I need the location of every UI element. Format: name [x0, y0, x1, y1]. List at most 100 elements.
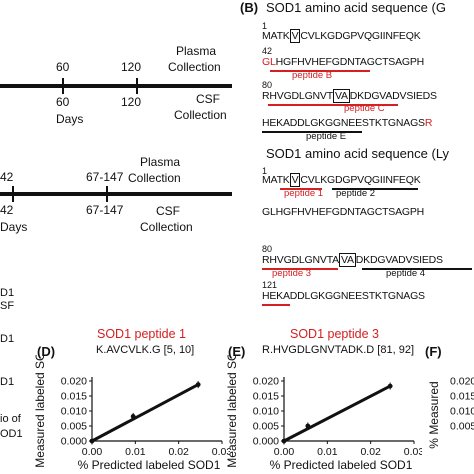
seq-text: CVLKGDGPVQGIINFEQK	[300, 30, 421, 42]
left-edge-item: SF	[0, 300, 15, 312]
timeline-1-days: Days	[56, 112, 84, 126]
timeline-1-tick-60	[62, 78, 64, 94]
mutation-box: VA	[338, 253, 356, 267]
timeline-1-csf: CSF	[196, 92, 220, 106]
panel-e-title: SOD1 peptide 3	[290, 327, 379, 341]
y-tick-label: 0.015	[253, 391, 279, 403]
seq-number: 121	[262, 280, 278, 290]
panel-d-subtitle: K.AVCVLK.G [5, 10]	[96, 344, 195, 356]
peptide-1-label: peptide 1	[284, 188, 324, 199]
seq-text: MATK	[262, 30, 290, 42]
seq-text: RHVGDLGNVTA	[262, 254, 339, 266]
left-edge-item: D1	[0, 287, 15, 299]
peptide-3-underline	[262, 268, 338, 270]
x-tick-label: 0.03	[404, 446, 422, 458]
timeline-2-tick-42	[12, 186, 14, 202]
seq-number: 1	[262, 166, 268, 176]
x-axis-label: % Predicted labeled SOD1	[270, 458, 413, 470]
seq-text: CVLKGDGPVQGIINFEQK	[300, 174, 421, 186]
seq-number: 1	[262, 21, 268, 31]
timeline-1-label-top: 60	[56, 60, 70, 74]
seq-text: HEKADDLGKGGNEESTKTGNAGS	[262, 117, 425, 129]
y-tick-label: 0.020	[450, 376, 474, 388]
mutation-box: V	[289, 29, 301, 43]
seq-text: GNVT	[304, 90, 334, 102]
chart-d-svg: 0.000 0.005 0.010 0.015 0.020 0.00 0.01 0.02 0.0…	[33, 355, 230, 470]
y-tick-label: 0.010	[253, 406, 279, 418]
panel-b-letter: (B)	[240, 0, 259, 15]
mutation-box: VA	[332, 89, 350, 103]
seq-text: RHVGDL	[262, 90, 305, 102]
left-edge-item: D1	[0, 333, 15, 345]
x-tick-label: 0.03	[212, 446, 230, 458]
peptide-4-label: peptide 4	[386, 268, 426, 279]
x-axis-label: % Predicted labeled SOD1	[78, 458, 221, 470]
timeline-1-plasma: Plasma	[176, 44, 217, 58]
timeline-1-collection-2: Collection	[174, 108, 227, 122]
peptide-c-underline	[268, 104, 398, 106]
panel-b-title-human: SOD1 amino acid sequence (G	[266, 0, 446, 15]
seq-text: MATK	[262, 174, 290, 186]
human-seq-line-1: MATK V CVLKGDGPVQGIINFEQK	[262, 29, 421, 43]
timeline-2-tick-67	[106, 186, 108, 202]
panel-e-letter: (E)	[228, 344, 246, 359]
y-tick-label: 0.020	[253, 376, 279, 388]
seq-text-red: GL	[262, 56, 276, 68]
panel-d-title: SOD1 peptide 1	[97, 327, 186, 341]
left-edge-item: io of	[0, 413, 21, 425]
peptide-4-underline	[362, 268, 472, 270]
x-tick-label: 0.00	[82, 446, 103, 458]
x-tick-label: 0.02	[360, 446, 381, 458]
timeline-2-collection-2: Collection	[140, 220, 193, 234]
y-tick-label: 0.000	[61, 436, 87, 448]
timeline-2-end-label-top: 67-147	[86, 170, 124, 184]
panel-e-subtitle: R.HVGDLGNVTADK.D [81, 92]	[262, 344, 415, 356]
seq-text: DKDGVADVSIEDS	[355, 254, 443, 266]
peptide-b-underline	[270, 70, 370, 72]
y-tick-label: 0.005	[253, 421, 279, 433]
timeline-1-label-bottom: 60	[56, 95, 70, 109]
y-tick-label: 0.005	[61, 421, 87, 433]
timeline-2-plasma: Plasma	[140, 155, 181, 169]
timeline-2-start-label-top: 42	[0, 170, 14, 184]
human-seq-line-4: HEKADDLGKGGNEESTKTGNAGSR	[262, 117, 432, 129]
timeline-1-axis	[0, 84, 232, 88]
timeline-1-collection-1: Collection	[168, 60, 221, 74]
timeline-1-end-label-bottom: 120	[121, 95, 142, 109]
y-axis-label: % Measured labeled SOD1	[225, 355, 239, 470]
peptide-1-underline	[280, 188, 322, 190]
y-tick-label: 0.000	[253, 436, 279, 448]
timeline-2-days: Days	[0, 220, 28, 234]
peptide-b-label: peptide B	[292, 70, 333, 81]
seq-number: 42	[262, 46, 273, 56]
chart-e-svg: 0.000 0.005 0.010 0.015 0.020 0.00 0.01 0.02 0.0…	[225, 355, 422, 470]
lys-seq-line-2: GLHGFHVHEFGDNTAGCTSAGPH	[262, 206, 425, 218]
peptide-e-label: peptide E	[306, 131, 347, 142]
panel-f-letter: (F)	[425, 344, 442, 359]
x-tick-label: 0.01	[125, 446, 146, 458]
lys-seq-line-1: MATK V CVLKGDGPVQGIINFEQK	[262, 173, 421, 187]
y-axis-label: % Measured	[427, 381, 441, 448]
timeline-2-start-label-bottom: 42	[0, 203, 14, 217]
peptide-2-label: peptide 2	[336, 188, 376, 199]
timeline-2-end-label-bottom: 67-147	[86, 203, 124, 217]
mutation-box: V	[289, 173, 301, 187]
peptide-e-underline	[262, 131, 362, 133]
panel-b-title-lys: SOD1 amino acid sequence (Ly	[266, 146, 450, 161]
left-edge-item: D1	[0, 376, 15, 388]
x-tick-label: 0.02	[168, 446, 189, 458]
peptide-c-label: peptide C	[344, 103, 385, 114]
timeline-2-axis	[0, 192, 232, 196]
peptide-3-label: peptide 3	[272, 268, 312, 279]
y-tick-label: 0.020	[61, 376, 87, 388]
left-edge-item: OD1	[0, 428, 23, 440]
fit-line	[283, 384, 391, 443]
human-seq-line-3: RHVGDLGNVT VA DKDGVADVSIEDS	[262, 89, 437, 103]
timeline-1-tick-120	[136, 78, 138, 94]
timeline-1-end-label-top: 120	[121, 60, 142, 74]
seq-number: 80	[262, 244, 273, 254]
timeline-2-collection-1: Collection	[128, 171, 181, 185]
seq-text-red: R	[424, 117, 433, 129]
panel-d-letter: (D)	[37, 344, 56, 359]
peptide-2-underline	[332, 188, 418, 190]
